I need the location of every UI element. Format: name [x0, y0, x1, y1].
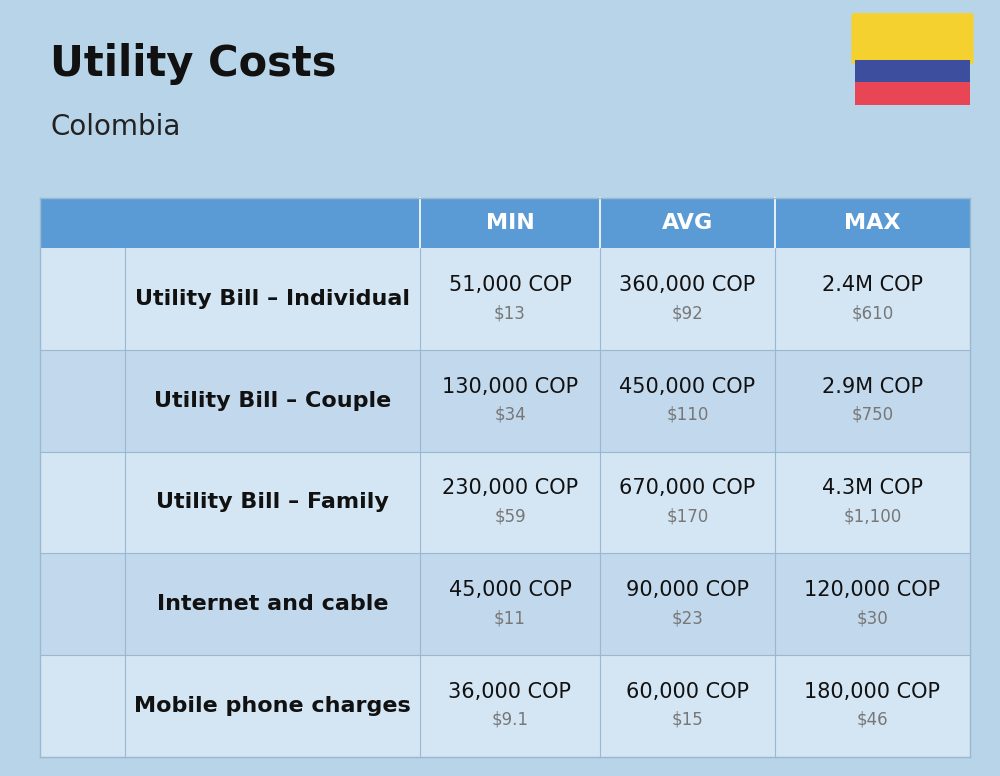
- Bar: [40, 553, 970, 655]
- Text: 360,000 COP: 360,000 COP: [619, 275, 756, 295]
- Text: $11: $11: [494, 609, 526, 627]
- Bar: [40, 248, 970, 350]
- Text: $34: $34: [494, 406, 526, 424]
- Bar: [855, 82, 970, 105]
- Text: 120,000 COP: 120,000 COP: [804, 580, 941, 600]
- Text: Internet and cable: Internet and cable: [157, 594, 388, 614]
- FancyBboxPatch shape: [850, 12, 975, 64]
- Text: Utility Bill – Individual: Utility Bill – Individual: [135, 289, 410, 309]
- Text: 60,000 COP: 60,000 COP: [626, 682, 749, 702]
- Text: Colombia: Colombia: [50, 113, 180, 140]
- Text: $23: $23: [672, 609, 703, 627]
- Text: $15: $15: [672, 711, 703, 729]
- Text: 180,000 COP: 180,000 COP: [804, 682, 940, 702]
- Text: 2.4M COP: 2.4M COP: [822, 275, 923, 295]
- Text: $59: $59: [494, 508, 526, 525]
- Bar: [40, 350, 970, 452]
- Text: 2.9M COP: 2.9M COP: [822, 377, 923, 397]
- Text: Utility Costs: Utility Costs: [50, 43, 336, 85]
- Text: $170: $170: [666, 508, 709, 525]
- Text: $9.1: $9.1: [492, 711, 528, 729]
- Text: $750: $750: [851, 406, 894, 424]
- Text: AVG: AVG: [662, 213, 713, 233]
- Text: $92: $92: [672, 304, 703, 322]
- Text: MAX: MAX: [844, 213, 901, 233]
- Text: 670,000 COP: 670,000 COP: [619, 479, 756, 498]
- Text: 36,000 COP: 36,000 COP: [448, 682, 572, 702]
- Text: $30: $30: [857, 609, 888, 627]
- Bar: [40, 655, 970, 757]
- Text: $13: $13: [494, 304, 526, 322]
- Bar: [40, 198, 420, 248]
- Text: 130,000 COP: 130,000 COP: [442, 377, 578, 397]
- Text: Utility Bill – Couple: Utility Bill – Couple: [154, 391, 391, 411]
- Text: 45,000 COP: 45,000 COP: [449, 580, 571, 600]
- Text: 230,000 COP: 230,000 COP: [442, 479, 578, 498]
- Text: 51,000 COP: 51,000 COP: [449, 275, 571, 295]
- Bar: [40, 452, 970, 553]
- Text: $46: $46: [857, 711, 888, 729]
- Text: 450,000 COP: 450,000 COP: [619, 377, 756, 397]
- Bar: [855, 60, 970, 82]
- Text: MIN: MIN: [486, 213, 534, 233]
- Text: 4.3M COP: 4.3M COP: [822, 479, 923, 498]
- Text: Mobile phone charges: Mobile phone charges: [134, 696, 411, 715]
- Bar: [40, 198, 970, 248]
- Text: $610: $610: [851, 304, 894, 322]
- Text: $110: $110: [666, 406, 709, 424]
- Text: Utility Bill – Family: Utility Bill – Family: [156, 493, 389, 512]
- Text: $1,100: $1,100: [843, 508, 902, 525]
- Text: 90,000 COP: 90,000 COP: [626, 580, 749, 600]
